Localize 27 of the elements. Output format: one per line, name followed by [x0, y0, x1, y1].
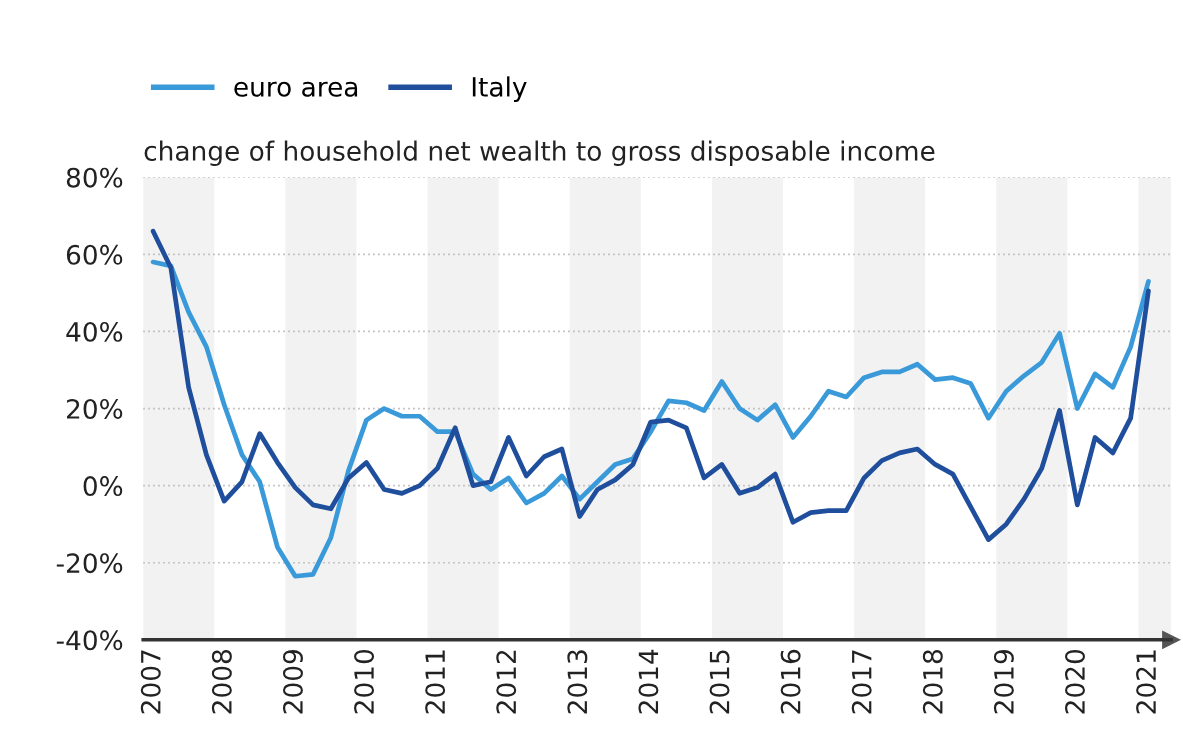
y-tick-label: -40%: [56, 630, 123, 651]
x-tick-label: 2015: [709, 650, 730, 714]
y-tick-label: 80%: [66, 167, 123, 188]
y-tick-label: -20%: [56, 553, 123, 574]
x-tick-label: 2012: [496, 650, 517, 714]
y-tick-label: 60%: [66, 244, 123, 265]
y-tick-label: 20%: [66, 398, 123, 419]
x-tick-label: 2014: [638, 649, 659, 714]
y-tick-label: 0%: [83, 476, 123, 497]
legend-label: Italy: [472, 76, 527, 102]
x-tick-label: 2011: [425, 650, 446, 714]
chart-title: change of household net wealth to gross disposable income: [144, 140, 935, 167]
x-tick-label: 2019: [993, 650, 1014, 714]
y-tick-label: 40%: [66, 321, 123, 342]
x-tick-label: 2007: [140, 650, 161, 714]
x-tick-label: 2021: [1136, 650, 1157, 714]
line-series: [150, 228, 1151, 542]
x-tick-label: 2010: [354, 649, 375, 714]
x-tick-label: 2018: [922, 649, 943, 714]
x-tick-label: 2013: [567, 650, 588, 714]
x-tick-label: 2016: [780, 649, 801, 714]
line-series: [150, 259, 1151, 579]
x-tick-label: 2017: [851, 650, 872, 714]
x-tick-label: 2008: [211, 649, 232, 714]
legend-label: euro area: [234, 81, 358, 97]
x-tick-label: 2020: [1065, 649, 1085, 714]
x-tick-label: 2009: [282, 650, 303, 714]
